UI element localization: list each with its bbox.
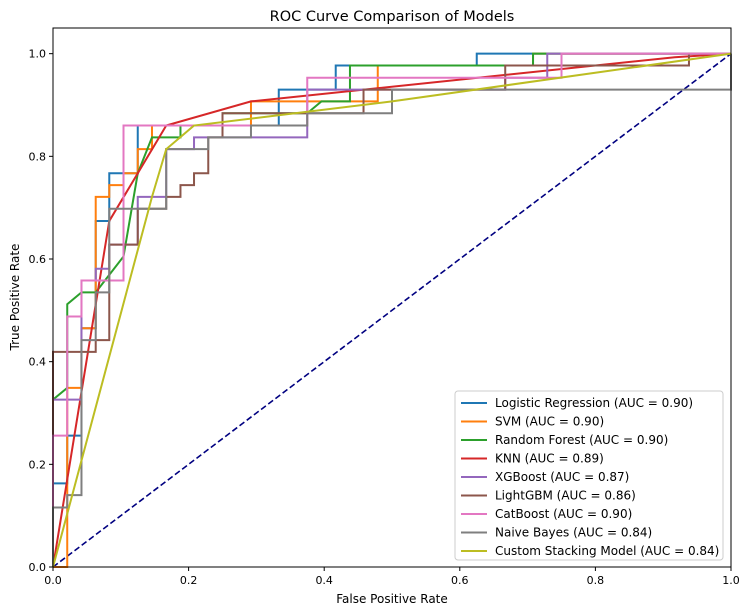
y-tick-label: 0.6	[29, 253, 47, 266]
legend-entry-8: Custom Stacking Model (AUC = 0.84)	[495, 544, 719, 558]
legend-entry-3: KNN (AUC = 0.89)	[495, 452, 604, 466]
legend-entry-6: CatBoost (AUC = 0.90)	[495, 507, 632, 521]
legend-box	[454, 390, 724, 561]
x-tick-label: 0.0	[44, 574, 62, 587]
legend-entry-2: Random Forest (AUC = 0.90)	[495, 433, 668, 447]
y-tick-label: 0.4	[29, 356, 47, 369]
y-tick-label: 1.0	[29, 48, 47, 61]
y-tick-label: 0.2	[29, 458, 47, 471]
y-axis-label: True Positive Rate	[8, 244, 22, 352]
legend-entry-0: Logistic Regression (AUC = 0.90)	[495, 396, 693, 410]
series-line-8	[52, 52, 732, 568]
y-tick-label: 0.8	[29, 150, 47, 163]
legend-entry-1: SVM (AUC = 0.90)	[495, 415, 604, 429]
x-tick-label: 0.4	[315, 574, 333, 587]
series-line-2	[52, 52, 731, 567]
legend-entry-4: XGBoost (AUC = 0.87)	[495, 470, 629, 484]
legend-entry-7: Naive Bayes (AUC = 0.84)	[495, 526, 652, 540]
series-line-3	[52, 52, 732, 568]
x-tick-label: 0.6	[451, 574, 469, 587]
x-tick-label: 1.0	[722, 574, 740, 587]
plot-frame	[52, 27, 732, 568]
x-tick-label: 0.2	[180, 574, 198, 587]
x-tick-label: 0.8	[587, 574, 605, 587]
y-tick-label: 0.0	[29, 561, 47, 574]
legend-entry-5: LightGBM (AUC = 0.86)	[495, 489, 636, 503]
x-axis-label: False Positive Rate	[336, 592, 448, 606]
chance-diagonal-line	[52, 53, 732, 568]
chart-title: ROC Curve Comparison of Models	[270, 9, 515, 25]
series-line-7	[52, 53, 732, 567]
